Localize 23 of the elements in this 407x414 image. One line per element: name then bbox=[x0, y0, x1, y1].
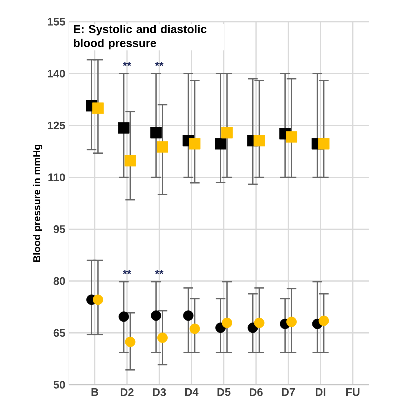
annotation: ** bbox=[155, 270, 164, 274]
x-tick-label: FU bbox=[346, 388, 360, 396]
y-tick-label: 50 bbox=[54, 381, 66, 389]
x-tick-label: D4 bbox=[186, 388, 199, 396]
annotation: ** bbox=[123, 62, 132, 66]
y-tick-label: 80 bbox=[54, 277, 66, 286]
y-tick-label: 140 bbox=[48, 70, 66, 78]
annotation: ** bbox=[123, 270, 132, 274]
x-tick-label: D5 bbox=[218, 388, 231, 396]
x-tick-label: D2 bbox=[120, 388, 134, 396]
x-tick-label: DI bbox=[316, 388, 326, 396]
y-tick-label: 110 bbox=[48, 174, 66, 182]
y-tick-label: 95 bbox=[54, 226, 66, 234]
annotation: ** bbox=[155, 62, 164, 66]
y-tick-label: 65 bbox=[54, 329, 66, 338]
x-tick-label: B bbox=[92, 388, 98, 396]
x-tick-label: D7 bbox=[282, 388, 296, 396]
y-axis-title: Blood pressure in mmHg bbox=[33, 144, 43, 262]
y-tick-label: 125 bbox=[48, 122, 66, 130]
x-tick-label: D6 bbox=[250, 388, 263, 396]
y-tick-label: 155 bbox=[48, 18, 66, 26]
x-tick-label: D3 bbox=[153, 388, 166, 396]
text: E: Systolic and diastolic blood pressure bbox=[74, 25, 207, 50]
